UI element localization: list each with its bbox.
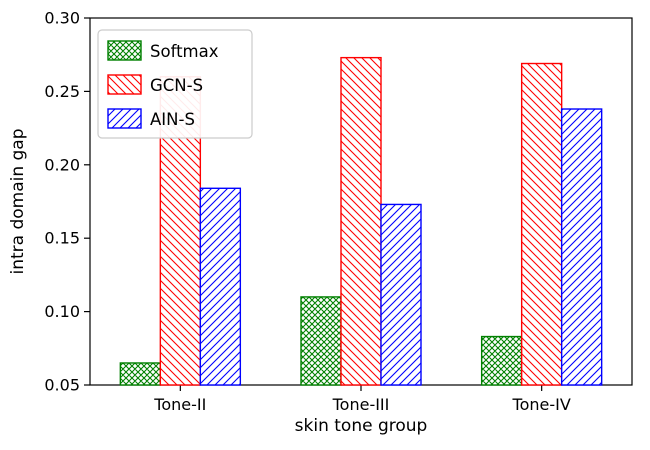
legend-label-ain-s: AIN-S [150, 110, 195, 129]
legend-label-softmax: Softmax [150, 42, 219, 61]
y-axis-label: intra domain gap [8, 128, 28, 275]
y-tick-label: 0.20 [44, 155, 80, 174]
y-tick-label: 0.15 [44, 229, 80, 248]
bar-ain-s-tone-iv [560, 108, 603, 386]
legend-swatch-ain-s [107, 108, 142, 129]
bar-gcn-s-tone-iv [520, 62, 563, 386]
y-tick-label: 0.10 [44, 302, 80, 321]
legend-swatch-gcn-s [107, 74, 142, 95]
bar-softmax-tone-iv [480, 335, 523, 386]
x-tick-label: Tone-IV [512, 395, 571, 414]
legend-label-gcn-s: GCN-S [150, 76, 203, 95]
x-tick-label: Tone-II [153, 395, 206, 414]
x-axis-label: skin tone group [294, 416, 428, 436]
x-tick-label: Tone-III [332, 395, 390, 414]
y-tick-label: 0.25 [44, 82, 80, 101]
bar-ain-s-tone-iii [380, 203, 422, 386]
legend-swatch-softmax [107, 40, 142, 61]
legend: Softmax GCN-S AIN-S [97, 29, 253, 139]
bar-softmax-tone-iii [300, 296, 342, 386]
bar-gcn-s-tone-iii [340, 56, 382, 386]
bar-ain-s-tone-ii [199, 187, 242, 386]
bar-softmax-tone-ii [119, 362, 162, 386]
y-tick-label: 0.05 [44, 376, 80, 395]
y-tick-label: 0.30 [44, 9, 80, 28]
